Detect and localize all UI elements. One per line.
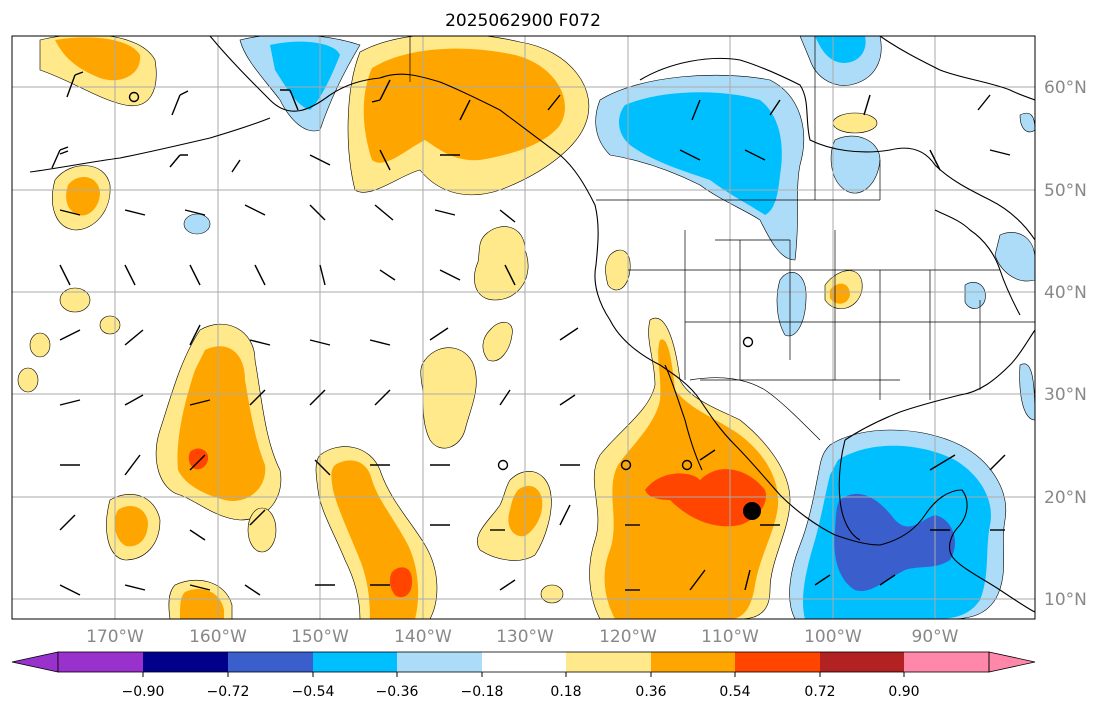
shading-negative-lightblue: [1019, 112, 1035, 133]
colorbar-tick-label: −0.72: [207, 684, 250, 700]
lat-label: 40°N: [1044, 283, 1087, 303]
colorbar-ticks: [142, 672, 905, 677]
shading-positive-red: [389, 567, 413, 598]
shading-positive-orange: [114, 506, 148, 547]
colorbar-tick-label: 0.90: [888, 684, 919, 700]
shading-negative-cyan: [815, 36, 866, 63]
colorbar-tick-label: −0.54: [292, 684, 335, 700]
shading-positive-yellow: [17, 367, 39, 393]
lon-label: 140°W: [394, 627, 452, 647]
colorbar-tick-label: 0.18: [550, 684, 581, 700]
shading-positive-orange: [180, 589, 224, 619]
shading-negative-cyan: [270, 41, 340, 110]
colorbar-tick-label: 0.72: [804, 684, 835, 700]
lon-label: 90°W: [912, 627, 959, 647]
shading-positive-orange: [55, 37, 141, 81]
wind-barbs: [51, 71, 1011, 596]
shading-positive-yellow: [605, 249, 631, 291]
shading-positive-yellow: [540, 584, 564, 604]
shading-negative-lightblue: [776, 272, 807, 337]
lat-label: 50°N: [1044, 181, 1087, 201]
colorbar-segment: [651, 652, 735, 672]
lon-label: 110°W: [701, 627, 759, 647]
longitude-labels: 170°W 160°W 150°W 140°W 130°W 120°W 110°…: [86, 627, 959, 647]
lon-label: 120°W: [599, 627, 657, 647]
colorbar-tick-label: −0.18: [461, 684, 504, 700]
colorbar-segment: [482, 652, 566, 672]
latitude-labels: 60°N 50°N 40°N 30°N 20°N 10°N: [1044, 78, 1087, 610]
colorbar-segment: [904, 652, 989, 672]
colorbar-segment: [397, 652, 482, 672]
lat-label: 10°N: [1044, 590, 1087, 610]
colorbar-over-arrow: [988, 651, 1036, 673]
colorbar-segment: [820, 652, 904, 672]
colorbar-segment: [58, 652, 143, 672]
colorbar-segment: [735, 652, 820, 672]
map-title: 2025062900 F072: [445, 11, 601, 31]
graticule: [12, 36, 1035, 619]
shading-negative-lightblue: [1019, 363, 1035, 421]
colorbar-segment: [566, 652, 651, 672]
lon-label: 170°W: [86, 627, 144, 647]
lon-label: 100°W: [804, 627, 862, 647]
shading-negative-cyan: [618, 92, 782, 215]
shading-positive-yellow: [420, 347, 477, 449]
shading-positive-red: [188, 448, 209, 470]
shading-positive-yellow: [59, 287, 91, 313]
colorbar-tick-label: −0.90: [122, 684, 165, 700]
lon-label: 130°W: [496, 627, 554, 647]
shading-positive-orange: [363, 48, 565, 163]
shading-positive-yellow: [832, 112, 878, 134]
colorbar-frame: [57, 651, 990, 673]
colorbar-tick-label: 0.36: [635, 684, 666, 700]
colorbar-under-arrow: [11, 651, 59, 673]
map-panel: [12, 36, 1035, 619]
shading-positive-yellow: [29, 332, 51, 358]
shading-positive-yellow: [474, 226, 529, 301]
shading-positive-yellow: [99, 315, 121, 335]
shading-negative-blue: [834, 493, 955, 591]
colorbar-segment: [313, 652, 397, 672]
colorbar-segment: [228, 652, 313, 672]
coastlines: [29, 36, 1035, 613]
colorbar-tick-label: 0.54: [719, 684, 750, 700]
shading-positive-yellow: [482, 322, 513, 362]
point-marker: [743, 502, 761, 520]
colorbar: −0.90 −0.72 −0.54 −0.36 −0.18 0.18 0.36 …: [11, 651, 1036, 700]
lat-label: 30°N: [1044, 385, 1087, 405]
shading-positive-orange: [66, 176, 100, 216]
shaded-anomaly-fields: [17, 36, 1035, 619]
shading-positive-yellow: [247, 507, 277, 553]
lon-label: 150°W: [291, 627, 349, 647]
lon-label: 160°W: [189, 627, 247, 647]
shading-negative-lightblue: [183, 213, 211, 235]
map-frame: [11, 35, 1036, 620]
shading-negative-lightblue: [964, 281, 986, 309]
lat-label: 20°N: [1044, 488, 1087, 508]
colorbar-segment: [143, 652, 228, 672]
calm-wind-circles: [128, 91, 754, 471]
lat-label: 60°N: [1044, 78, 1087, 98]
political-borders: [409, 36, 1035, 441]
colorbar-tick-label: −0.36: [376, 684, 419, 700]
shading-negative-lightblue: [994, 232, 1035, 282]
shading-positive-red: [645, 469, 766, 527]
